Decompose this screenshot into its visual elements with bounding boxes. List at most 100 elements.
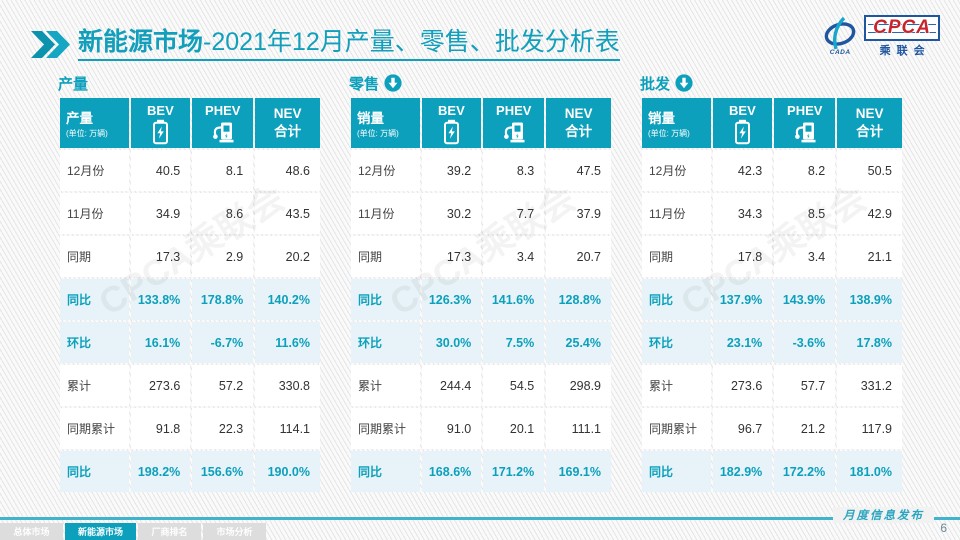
double-chevron-icon: [31, 31, 70, 58]
measure-name: 销量: [357, 111, 384, 126]
bev-value: 91.0: [421, 408, 482, 449]
table-row: 同期 17.8 3.4 21.1: [642, 236, 902, 277]
nev-value: 181.0%: [837, 451, 902, 492]
phev-value: 171.2%: [483, 451, 545, 492]
battery-icon: [152, 119, 168, 145]
row-label: 11月份: [351, 193, 420, 234]
table-row: 12月份 39.2 8.3 47.5: [351, 150, 611, 191]
nev-value: 111.1: [546, 408, 611, 449]
phev-value: 2.9: [192, 236, 254, 277]
section-label-retail: 零售: [349, 72, 613, 94]
phev-value: 3.4: [774, 236, 836, 277]
nev-value: 42.9: [837, 193, 902, 234]
row-label: 同期: [642, 236, 711, 277]
bev-value: 133.8%: [130, 279, 191, 320]
bev-value: 16.1%: [130, 322, 191, 363]
bev-value: 17.3: [130, 236, 191, 277]
footer-tab-3[interactable]: 厂商排名: [138, 523, 201, 540]
page-title: 新能源市场-2021年12月产量、零售、批发分析表: [78, 28, 620, 61]
phev-value: -3.6%: [774, 322, 836, 363]
nev-value: 21.1: [837, 236, 902, 277]
row-label: 同比: [642, 279, 711, 320]
table-row: 同期累计 91.0 20.1 111.1: [351, 408, 611, 449]
row-label: 同比: [60, 451, 129, 492]
swoosh-icon: [824, 17, 856, 50]
measure-unit: (单位: 万辆): [648, 129, 690, 138]
footer-tab-1[interactable]: 总体市场: [0, 523, 63, 540]
table-row: 同比 126.3% 141.6% 128.8%: [351, 279, 611, 320]
row-label: 12月份: [351, 150, 420, 191]
phev-value: 178.8%: [192, 279, 254, 320]
cada-label: CADA: [829, 49, 851, 56]
bev-value: 42.3: [712, 150, 773, 191]
footer-divider: [0, 517, 960, 520]
row-label: 累计: [642, 365, 711, 406]
table-row: 同比 168.6% 171.2% 169.1%: [351, 451, 611, 492]
header-nev-total: NEV 合计: [837, 98, 902, 148]
bev-value: 182.9%: [712, 451, 773, 492]
header-phev: PHEV: [192, 98, 254, 148]
phev-value: 3.4: [483, 236, 545, 277]
bev-value: 34.9: [130, 193, 191, 234]
charger-icon: [504, 122, 525, 143]
measure-name: 产量: [66, 111, 93, 126]
nev-value: 128.8%: [546, 279, 611, 320]
table-row: 累计 244.4 54.5 298.9: [351, 365, 611, 406]
phev-value: 141.6%: [483, 279, 545, 320]
bev-value: 168.6%: [421, 451, 482, 492]
nev-value: 20.7: [546, 236, 611, 277]
table-row: 同期 17.3 2.9 20.2: [60, 236, 320, 277]
nev-value: 190.0%: [255, 451, 320, 492]
section-label-production: 产量: [58, 72, 322, 94]
phev-value: 156.6%: [192, 451, 254, 492]
table-row: 12月份 40.5 8.1 48.6: [60, 150, 320, 191]
association-label: 乘联会: [879, 45, 931, 57]
row-label: 同期: [351, 236, 420, 277]
table-wholesale: CPCA乘联会批发销量(单位: 万辆)BEVPHEVNEV合计12月份42.38…: [640, 72, 904, 494]
phev-value: 20.1: [483, 408, 545, 449]
phev-value: 143.9%: [774, 279, 836, 320]
row-label: 环比: [351, 322, 420, 363]
phev-value: 57.7: [774, 365, 836, 406]
charger-icon: [213, 122, 234, 143]
bev-value: 244.4: [421, 365, 482, 406]
row-label: 12月份: [642, 150, 711, 191]
header-measure: 销量 (单位: 万辆): [351, 98, 420, 148]
phev-value: 57.2: [192, 365, 254, 406]
header-phev: PHEV: [774, 98, 836, 148]
row-label: 同期: [60, 236, 129, 277]
phev-value: 172.2%: [774, 451, 836, 492]
row-label: 同比: [60, 279, 129, 320]
header-measure: 销量 (单位: 万辆): [642, 98, 711, 148]
phev-value: 8.2: [774, 150, 836, 191]
phev-value: 8.5: [774, 193, 836, 234]
footer-tab-2[interactable]: 新能源市场: [65, 523, 136, 540]
nev-value: 298.9: [546, 365, 611, 406]
table-row: 环比 30.0% 7.5% 25.4%: [351, 322, 611, 363]
nev-value: 331.2: [837, 365, 902, 406]
footer-nav-tabs: 总体市场 新能源市场 厂商排名 市场分析: [0, 523, 266, 540]
measure-name: 销量: [648, 111, 675, 126]
data-table-production: 产量 (单位: 万辆) BEV PHEV NEV 合计 12月份 40.5 8.1 48.6 11月…: [58, 96, 322, 494]
bev-value: 137.9%: [712, 279, 773, 320]
table-row: 同期累计 91.8 22.3 114.1: [60, 408, 320, 449]
section-label-wholesale: 批发: [640, 72, 904, 94]
page-title-rest: -2021年12月产量、零售、批发分析表: [203, 28, 620, 56]
table-row: 11月份 34.9 8.6 43.5: [60, 193, 320, 234]
row-label: 累计: [351, 365, 420, 406]
row-label: 11月份: [60, 193, 129, 234]
section-title: 零售: [349, 75, 380, 93]
data-table-retail: 销量 (单位: 万辆) BEV PHEV NEV 合计 12月份 39.2 8.3 47.5 11月…: [349, 96, 613, 494]
nev-value: 48.6: [255, 150, 320, 191]
nev-value: 138.9%: [837, 279, 902, 320]
phev-value: 7.5%: [483, 322, 545, 363]
bev-value: 126.3%: [421, 279, 482, 320]
bev-value: 17.3: [421, 236, 482, 277]
slide-header: 新能源市场-2021年12月产量、零售、批发分析表: [30, 28, 620, 61]
header-measure: 产量 (单位: 万辆): [60, 98, 129, 148]
page-number: 6: [940, 521, 947, 535]
bev-value: 30.0%: [421, 322, 482, 363]
footer-tab-4[interactable]: 市场分析: [203, 523, 266, 540]
nev-value: 330.8: [255, 365, 320, 406]
